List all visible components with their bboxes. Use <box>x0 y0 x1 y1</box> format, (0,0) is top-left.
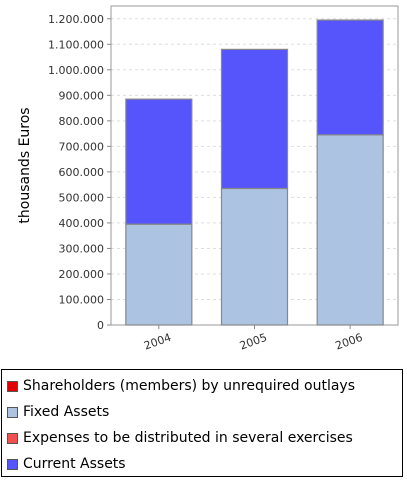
legend-item: Shareholders (members) by unrequired out… <box>7 373 402 399</box>
bars <box>125 19 384 326</box>
y-tick-label: 1.200.000 <box>48 13 104 26</box>
legend-swatch <box>7 432 18 444</box>
legend-item: Expenses to be distributed in several ex… <box>7 425 402 451</box>
x-tick-label-2004: 2004 <box>142 331 173 353</box>
y-tick-label: 400.000 <box>59 217 105 230</box>
y-tick-label: 200.000 <box>59 268 105 281</box>
bar-fixed-assets-2006 <box>316 134 384 326</box>
y-tick-label: 1.100.000 <box>48 38 104 51</box>
axes: 0 100.000 200.000 300.000 400.000 500.000 600.… <box>48 13 351 332</box>
y-tick-label: 1.000.000 <box>48 64 104 77</box>
x-tick-labels: 2004 2005 2006 <box>142 331 364 353</box>
legend-label: Current Assets <box>23 456 126 472</box>
legend-label: Expenses to be distributed in several ex… <box>23 430 353 446</box>
legend-label: Fixed Assets <box>23 404 110 420</box>
bar-fixed-assets-2005 <box>220 187 289 326</box>
x-tick-label-2005: 2005 <box>238 331 269 353</box>
legend: Shareholders (members) by unrequired out… <box>1 369 403 477</box>
bar-fixed-assets-2004 <box>125 223 193 326</box>
legend-item: Current Assets <box>7 451 402 477</box>
y-tick-label: 300.000 <box>59 242 105 255</box>
bar-chart: 0 100.000 200.000 300.000 400.000 500.000 600.… <box>17 5 399 353</box>
legend-swatch <box>7 458 18 470</box>
y-tick-label: 500.000 <box>59 191 105 204</box>
legend-label: Shareholders (members) by unrequired out… <box>23 378 355 394</box>
y-tick-label: 700.000 <box>59 140 105 153</box>
bar-current-assets-2006 <box>316 19 384 136</box>
bar-current-assets-2005 <box>220 48 289 190</box>
y-tick-label: 0 <box>97 319 104 332</box>
y-axis-title: thousands Euros <box>17 107 33 223</box>
y-tick-label: 100.000 <box>59 293 105 306</box>
legend-item: Fixed Assets <box>7 399 402 425</box>
legend-swatch <box>7 406 18 418</box>
y-tick-label: 800.000 <box>59 115 105 128</box>
y-tick-label: 900.000 <box>59 89 105 102</box>
x-tick-label-2006: 2006 <box>334 331 365 353</box>
y-tick-label: 600.000 <box>59 166 105 179</box>
bar-current-assets-2004 <box>125 98 193 225</box>
legend-swatch <box>7 380 18 392</box>
